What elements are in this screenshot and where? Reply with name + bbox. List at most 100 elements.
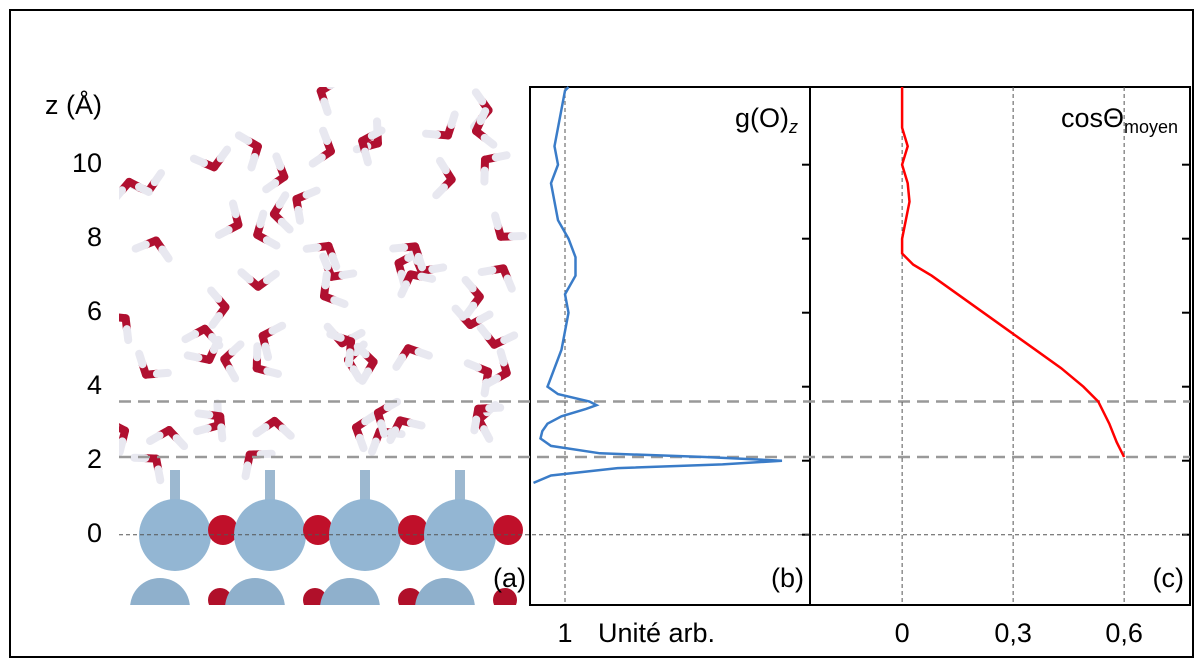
y-tick-label: 2 <box>87 444 102 474</box>
bond <box>414 252 427 272</box>
bond <box>308 153 326 168</box>
bond <box>338 269 358 280</box>
bond <box>183 351 203 362</box>
bond <box>158 245 173 263</box>
y-tick-label: 0 <box>87 518 102 548</box>
bond <box>228 340 245 356</box>
bond <box>278 424 295 440</box>
bond <box>471 88 487 106</box>
y-axis-title: z (Å) <box>45 89 102 120</box>
bond <box>462 301 478 319</box>
bond <box>476 323 492 341</box>
bond <box>154 465 165 485</box>
bond <box>330 296 349 309</box>
bond <box>208 312 223 329</box>
title-main: cosΘ <box>1061 103 1124 133</box>
bond <box>361 411 379 426</box>
bond <box>272 152 285 171</box>
bond <box>247 152 259 172</box>
bond <box>368 437 380 456</box>
bond <box>263 367 282 378</box>
bond <box>503 274 516 293</box>
bond <box>208 332 224 350</box>
bond <box>414 347 433 360</box>
bond <box>119 423 130 435</box>
y-tick-label: 10 <box>72 148 102 178</box>
y-tick-label: 8 <box>87 222 102 252</box>
bond <box>386 426 400 445</box>
bond <box>417 272 437 283</box>
title-subscript: z <box>788 117 798 137</box>
bond <box>476 107 490 126</box>
bond <box>320 97 332 116</box>
bond <box>134 182 153 196</box>
atom <box>225 578 285 605</box>
panel-label: (b) <box>771 563 804 593</box>
bond <box>234 131 253 145</box>
bond <box>261 342 273 362</box>
bond <box>319 252 332 271</box>
profile-line <box>533 86 783 485</box>
bond <box>463 359 482 372</box>
bond <box>355 433 368 453</box>
bond <box>344 348 354 368</box>
bond <box>262 269 280 285</box>
bond <box>207 286 223 303</box>
bond <box>277 217 294 234</box>
bond <box>491 211 502 231</box>
bond <box>328 252 341 271</box>
atom <box>303 515 333 545</box>
bond <box>347 328 366 343</box>
atom <box>424 499 496 571</box>
bond <box>268 321 287 335</box>
bond <box>193 424 212 436</box>
atom <box>398 515 428 545</box>
bond <box>383 397 402 412</box>
panel-title: cosΘmoyen <box>1061 103 1178 137</box>
bond <box>131 240 150 253</box>
bond <box>480 133 498 149</box>
profile-line <box>900 87 1126 458</box>
bond <box>377 419 389 438</box>
bond <box>302 243 322 253</box>
atom <box>493 515 523 545</box>
bond <box>122 325 133 345</box>
atom <box>208 515 238 545</box>
bond <box>181 329 200 344</box>
atom <box>493 588 517 605</box>
bond <box>262 179 280 194</box>
bond <box>252 423 270 438</box>
bond <box>358 367 373 385</box>
bond <box>475 310 494 324</box>
bond <box>491 151 511 162</box>
bond <box>216 145 232 163</box>
panel-title: g(O)z <box>735 103 798 137</box>
bond <box>194 409 214 419</box>
panel-label: (c) <box>1153 563 1184 593</box>
title-main: g(O) <box>735 103 789 133</box>
bond <box>237 268 254 284</box>
bond <box>435 156 450 175</box>
bond <box>150 169 166 187</box>
x-axis-title: Unité arb. <box>598 618 715 648</box>
molecular-snapshot <box>119 87 530 605</box>
bond <box>496 347 508 367</box>
panel-label: (a) <box>493 563 526 593</box>
bond <box>217 423 227 443</box>
bond <box>241 461 252 481</box>
x-tick-label: 0,3 <box>994 618 1032 648</box>
bond <box>135 349 147 369</box>
bond <box>428 263 448 274</box>
atom <box>130 578 190 605</box>
y-tick-label: 4 <box>87 370 102 400</box>
bond <box>353 342 370 359</box>
bond <box>349 365 364 383</box>
bond <box>225 364 240 383</box>
bond <box>500 331 519 345</box>
bond <box>275 191 290 209</box>
bond <box>262 236 281 250</box>
bond <box>228 199 240 219</box>
bond <box>451 304 467 321</box>
